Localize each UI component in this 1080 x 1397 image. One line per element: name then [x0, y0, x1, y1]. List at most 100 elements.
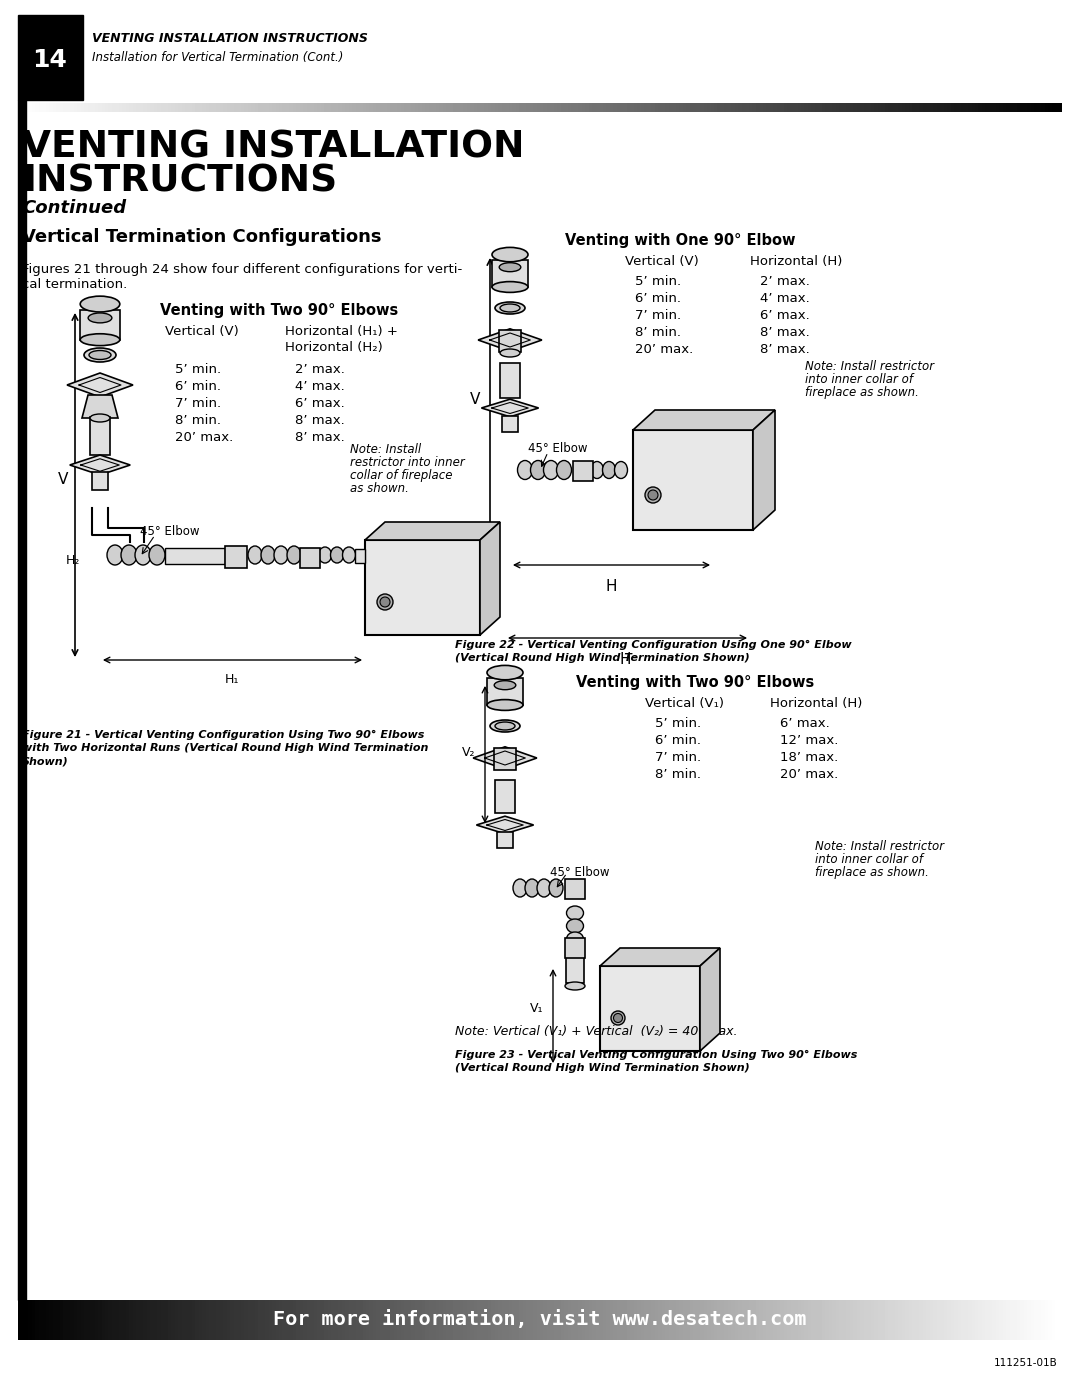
Text: 7’ min.: 7’ min. [635, 309, 681, 321]
Ellipse shape [487, 665, 523, 680]
Bar [499, 330, 521, 352]
Text: 8’ max.: 8’ max. [760, 326, 810, 339]
Ellipse shape [490, 719, 519, 732]
Text: H₂: H₂ [66, 553, 80, 567]
Text: 6’ max.: 6’ max. [760, 309, 810, 321]
Text: V: V [470, 393, 480, 408]
Ellipse shape [135, 545, 151, 564]
Ellipse shape [530, 461, 545, 479]
Ellipse shape [287, 546, 301, 564]
Ellipse shape [80, 296, 120, 312]
Text: 20’ max.: 20’ max. [780, 768, 838, 781]
Bar [494, 747, 516, 770]
Text: 6’ min.: 6’ min. [654, 733, 701, 747]
Bar [600, 965, 700, 1051]
Bar [225, 546, 247, 569]
Ellipse shape [567, 907, 583, 921]
Ellipse shape [80, 334, 120, 345]
Text: 5’ min.: 5’ min. [635, 275, 681, 288]
Ellipse shape [499, 263, 521, 271]
Text: restrictor into inner: restrictor into inner [350, 455, 464, 469]
Text: V₁: V₁ [529, 1002, 543, 1014]
Text: 8’ min.: 8’ min. [654, 768, 701, 781]
Text: Venting with One 90° Elbow: Venting with One 90° Elbow [565, 233, 795, 249]
Polygon shape [700, 949, 720, 1051]
Text: H₁: H₁ [225, 673, 239, 686]
Ellipse shape [549, 879, 563, 897]
Bar [365, 541, 480, 636]
Text: fireplace as shown.: fireplace as shown. [805, 386, 919, 400]
Ellipse shape [487, 700, 523, 711]
Text: 8’ min.: 8’ min. [175, 414, 221, 427]
Bar [90, 416, 110, 455]
Text: (Vertical Round High Wind Termination Shown): (Vertical Round High Wind Termination Sh… [455, 1063, 750, 1073]
Ellipse shape [84, 348, 116, 362]
Ellipse shape [107, 545, 123, 564]
Ellipse shape [492, 282, 528, 292]
Polygon shape [67, 373, 133, 397]
Text: into inner collar of: into inner collar of [815, 854, 923, 866]
Bar [502, 416, 518, 432]
Text: 8’ max.: 8’ max. [295, 414, 345, 427]
Bar [633, 430, 753, 529]
Text: into inner collar of: into inner collar of [805, 373, 913, 386]
Text: V: V [57, 472, 68, 488]
Ellipse shape [613, 1013, 622, 1023]
Bar [355, 549, 365, 563]
Ellipse shape [342, 548, 355, 563]
Text: 8’ max.: 8’ max. [295, 432, 345, 444]
Text: Vertical (V): Vertical (V) [625, 256, 699, 268]
Text: H: H [605, 578, 617, 594]
Text: 8’ min.: 8’ min. [635, 326, 681, 339]
Text: Figure 23 - Vertical Venting Configuration Using Two 90° Elbows: Figure 23 - Vertical Venting Configurati… [455, 1051, 858, 1060]
Text: collar of fireplace: collar of fireplace [350, 469, 453, 482]
Text: Horizontal (H): Horizontal (H) [750, 256, 842, 268]
Text: 6’ max.: 6’ max. [780, 717, 829, 731]
Text: 7’ min.: 7’ min. [175, 397, 221, 409]
Bar [495, 780, 515, 813]
Bar [92, 472, 108, 490]
Ellipse shape [89, 351, 111, 359]
Ellipse shape [565, 982, 585, 990]
Bar [565, 937, 585, 958]
Text: For more information, visit www.desatech.com: For more information, visit www.desatech… [273, 1310, 807, 1330]
Text: 5’ min.: 5’ min. [175, 363, 221, 376]
Text: 8’ max.: 8’ max. [760, 344, 810, 356]
Text: 14: 14 [32, 47, 67, 73]
Text: 5’ min.: 5’ min. [654, 717, 701, 731]
Ellipse shape [89, 313, 112, 323]
Text: Vertical (V): Vertical (V) [165, 326, 239, 338]
Text: 4’ max.: 4’ max. [760, 292, 810, 305]
Ellipse shape [648, 490, 658, 500]
Bar [487, 678, 523, 705]
Text: Note: Install restrictor: Note: Install restrictor [815, 840, 944, 854]
Text: Venting with Two 90° Elbows: Venting with Two 90° Elbows [160, 303, 399, 319]
Ellipse shape [495, 680, 516, 690]
Ellipse shape [591, 461, 604, 479]
Text: 6’ min.: 6’ min. [175, 380, 221, 393]
Text: Horizontal (H₁) +: Horizontal (H₁) + [285, 326, 397, 338]
Text: (Vertical Round High Wind Termination Shown): (Vertical Round High Wind Termination Sh… [455, 652, 750, 664]
Bar [165, 548, 225, 564]
Text: H: H [619, 652, 631, 666]
Ellipse shape [319, 548, 332, 563]
Ellipse shape [90, 414, 110, 422]
Text: 2’ max.: 2’ max. [295, 363, 345, 376]
Polygon shape [473, 747, 537, 770]
Text: 111251-01B: 111251-01B [995, 1358, 1058, 1368]
Text: 18’ max.: 18’ max. [780, 752, 838, 764]
Ellipse shape [500, 305, 519, 312]
Polygon shape [480, 522, 500, 636]
Ellipse shape [495, 302, 525, 314]
Bar [566, 956, 584, 983]
Polygon shape [600, 949, 720, 965]
Text: 6’ min.: 6’ min. [635, 292, 681, 305]
Text: 20’ max.: 20’ max. [175, 432, 233, 444]
Ellipse shape [567, 919, 583, 933]
Ellipse shape [517, 461, 532, 479]
Polygon shape [82, 395, 118, 418]
Text: 45° Elbow: 45° Elbow [550, 866, 609, 879]
Bar [80, 310, 120, 339]
Polygon shape [753, 409, 775, 529]
Text: Figures 21 through 24 show four different configurations for verti-
cal terminat: Figures 21 through 24 show four differen… [22, 263, 462, 291]
